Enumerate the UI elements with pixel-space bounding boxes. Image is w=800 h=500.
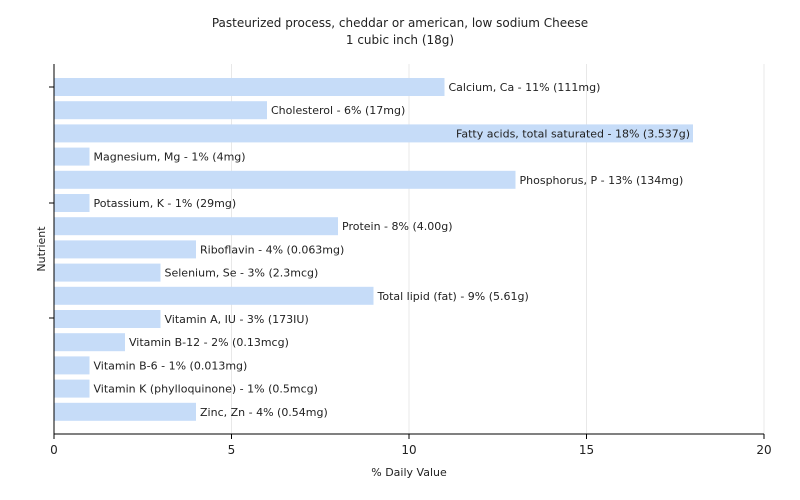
bar-riboflavin xyxy=(54,240,196,259)
bar-label: Riboflavin - 4% (0.063mg) xyxy=(200,243,344,256)
bar-phosphorus-p xyxy=(54,170,516,189)
chart-title: Pasteurized process, cheddar or american… xyxy=(212,16,588,30)
bar-label: Calcium, Ca - 11% (111mg) xyxy=(449,81,601,94)
bar-magnesium-mg xyxy=(54,147,90,166)
bar-label: Vitamin A, IU - 3% (173IU) xyxy=(165,313,309,326)
x-tick-label: 0 xyxy=(50,443,58,457)
bar-protein xyxy=(54,217,338,236)
bar-label: Magnesium, Mg - 1% (4mg) xyxy=(94,151,246,164)
bar-label: Vitamin B-12 - 2% (0.13mcg) xyxy=(129,336,289,349)
bar-label: Potassium, K - 1% (29mg) xyxy=(94,197,237,210)
bar-vitamin-a-iu xyxy=(54,310,161,328)
bar-labels: Calcium, Ca - 11% (111mg) Cholesterol - 6… xyxy=(94,81,691,419)
bar-fatty-acids-total-saturated xyxy=(54,124,693,143)
bar-vitamin-b-6 xyxy=(54,356,90,375)
x-tick-label: 20 xyxy=(756,443,771,457)
bar-vitamin-k-phylloquinone xyxy=(54,379,90,398)
bar-total-lipid-fat xyxy=(54,286,374,305)
y-axis-title: Nutrient xyxy=(35,226,48,272)
bar-label: Selenium, Se - 3% (2.3mcg) xyxy=(165,267,319,280)
x-tick-label: 10 xyxy=(401,443,416,457)
bar-vitamin-b-12 xyxy=(54,333,125,352)
bar-label: Cholesterol - 6% (17mg) xyxy=(271,104,405,117)
bars xyxy=(54,78,693,421)
chart-subtitle: 1 cubic inch (18g) xyxy=(346,33,454,47)
bar-zinc-zn xyxy=(54,402,196,421)
bar-calcium-ca xyxy=(54,78,445,96)
bar-label: Total lipid (fat) - 9% (5.61g) xyxy=(377,290,529,303)
y-ticks xyxy=(49,86,54,319)
x-tick-label: 5 xyxy=(228,443,236,457)
x-ticks: 0 5 10 15 20 xyxy=(50,434,772,457)
bar-potassium-k xyxy=(54,194,90,212)
bar-selenium-se xyxy=(54,263,161,282)
x-axis-title: % Daily Value xyxy=(371,466,447,479)
bar-label: Vitamin K (phylloquinone) - 1% (0.5mcg) xyxy=(94,383,318,396)
bar-label: Vitamin B-6 - 1% (0.013mg) xyxy=(94,359,248,372)
bar-label: Fatty acids, total saturated - 18% (3.53… xyxy=(456,127,690,140)
bar-label: Phosphorus, P - 13% (134mg) xyxy=(520,174,684,187)
bar-label: Zinc, Zn - 4% (0.54mg) xyxy=(200,406,328,419)
bar-cholesterol xyxy=(54,101,267,120)
bar-label: Protein - 8% (4.00g) xyxy=(342,220,453,233)
x-tick-label: 15 xyxy=(579,443,594,457)
